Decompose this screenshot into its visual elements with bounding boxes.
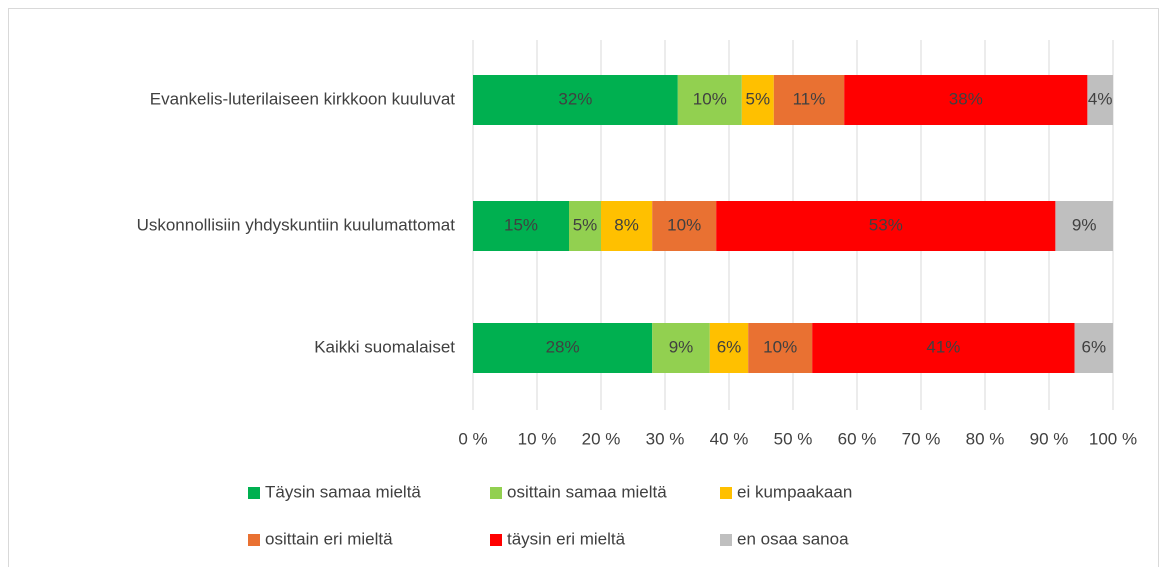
legend-swatch [248,487,260,499]
x-tick-label: 80 % [966,429,1005,448]
legend-swatch [248,534,260,546]
x-tick-label: 60 % [838,429,877,448]
x-tick-label: 50 % [774,429,813,448]
data-label: 10% [763,337,797,356]
bar-segment [709,323,749,373]
y-tick-label: Uskonnollisiin yhdyskuntiin kuulumattoma… [137,215,456,234]
bar-segment [844,75,1088,125]
bar-segment [473,323,653,373]
legend-label: osittain eri mieltä [265,529,393,548]
data-label: 15% [504,215,538,234]
bar-segment [773,75,845,125]
data-label: 8% [614,215,639,234]
bar-segment [812,323,1075,373]
bar-segment [601,201,653,251]
data-label: 11% [793,89,826,108]
bar-segment [677,75,742,125]
data-label: 32% [558,89,592,108]
data-label: 10% [667,215,701,234]
data-label: 41% [926,337,960,356]
data-label: 9% [1072,215,1097,234]
data-label: 5% [746,89,771,108]
x-tick-label: 0 % [458,429,487,448]
data-label: 28% [546,337,580,356]
bar-segment [748,323,813,373]
data-label: 5% [573,215,598,234]
x-tick-label: 40 % [710,429,749,448]
bar-segment [1087,75,1113,125]
data-label: 53% [869,215,903,234]
bar-segment [652,201,717,251]
legend-swatch [720,487,732,499]
x-tick-label: 100 % [1089,429,1137,448]
x-tick-label: 30 % [646,429,685,448]
legend-label: Täysin samaa mieltä [265,482,421,501]
data-label: 4% [1088,89,1113,108]
data-label: 38% [949,89,983,108]
x-tick-label: 90 % [1030,429,1069,448]
x-tick-label: 70 % [902,429,941,448]
data-label: 6% [717,337,742,356]
legend-swatch [720,534,732,546]
y-tick-label: Evankelis-luterilaiseen kirkkoon kuuluva… [150,89,455,108]
bar-segment [652,323,710,373]
legend-label: osittain samaa mieltä [507,482,667,501]
data-label: 10% [693,89,727,108]
legend-label: täysin eri mieltä [507,529,626,548]
bar-segment [741,75,774,125]
bar-segment [716,201,1056,251]
data-label: 6% [1082,337,1107,356]
bar-segment [473,201,569,251]
x-tick-label: 20 % [582,429,621,448]
legend-swatch [490,534,502,546]
legend-label: ei kumpaakaan [737,482,852,501]
bar-segment [569,201,601,251]
bar-segment [1074,323,1113,373]
data-label: 9% [669,337,694,356]
bar-segment [473,75,678,125]
bar-segment [1055,201,1113,251]
legend-label: en osaa sanoa [737,529,849,548]
y-tick-label: Kaikki suomalaiset [314,337,455,356]
x-tick-label: 10 % [518,429,557,448]
legend-swatch [490,487,502,499]
